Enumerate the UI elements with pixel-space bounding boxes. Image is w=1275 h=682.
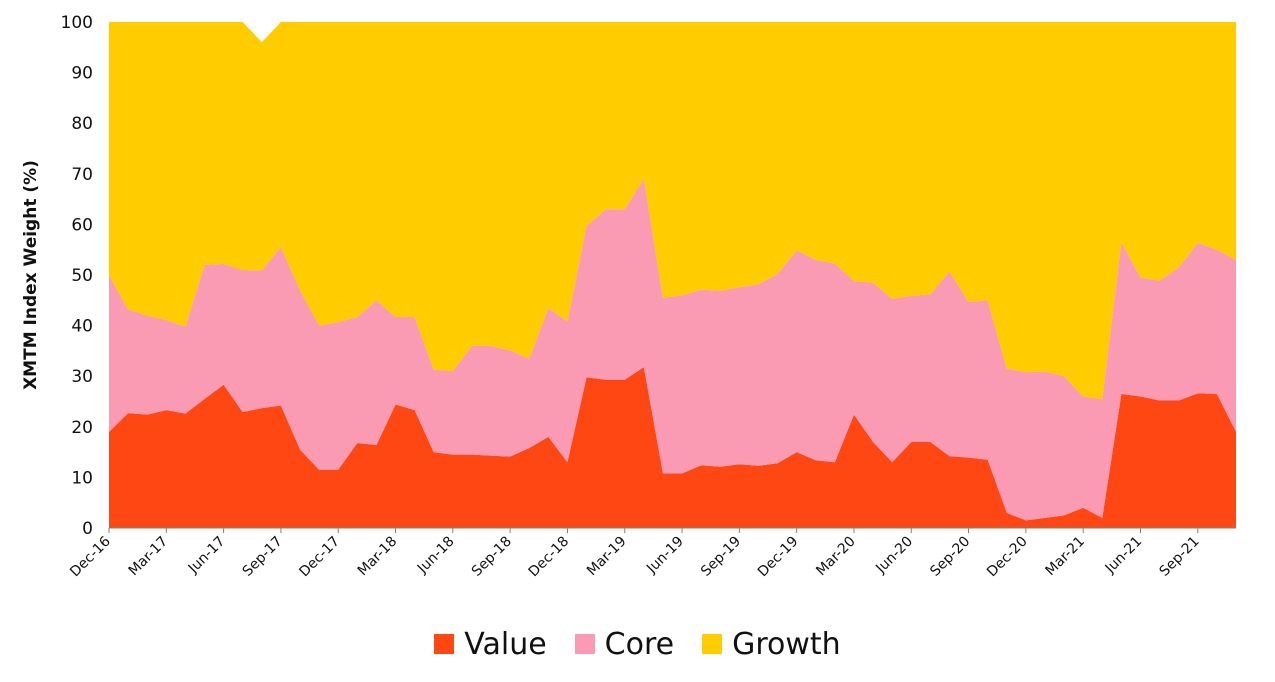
legend-swatch [574,634,595,654]
area-series-growth [109,22,1236,399]
x-tick-label: Mar-18 [355,534,401,580]
x-tick-label: Dec-17 [296,534,343,581]
x-tick-label: Mar-20 [813,534,859,580]
legend-label: Growth [732,626,841,662]
y-tick-label: 20 [71,418,93,438]
legend-swatch [702,634,723,654]
area-series-core [109,178,1236,521]
x-tick-label: Dec-19 [755,534,802,581]
y-tick-label: 60 [71,215,93,235]
y-axis-ticks: 0 10 20 30 40 50 60 70 80 90 100 [61,13,93,539]
x-tick-label: Mar-17 [126,534,172,580]
x-tick-label: Sep-20 [927,534,973,580]
x-tick-label: Jun-18 [414,534,458,578]
y-tick-label: 70 [71,165,93,185]
area-series-value [109,367,1236,528]
chart-legend: Value Core Growth [0,620,1275,668]
x-tick-label: Jun-21 [1102,534,1146,578]
y-tick-label: 90 [71,64,93,84]
legend-swatch [434,634,455,654]
x-tick-label: Sep-18 [469,534,515,580]
legend-label: Core [604,626,675,662]
y-tick-label: 10 [71,468,93,488]
stacked-area-chart: 0 10 20 30 40 50 60 70 80 90 100 Dec-16 Mar-17 Jun-1… [21,13,1236,581]
x-tick-label: Sep-17 [240,534,286,580]
x-tick-label: Dec-16 [67,533,114,580]
y-tick-label: 100 [61,13,93,33]
legend-label: Value [464,626,547,662]
x-tick-label: Sep-21 [1156,534,1202,580]
x-tick-label: Jun-20 [872,534,916,578]
x-tick-label: Mar-19 [584,534,630,580]
x-tick-label: Dec-18 [526,534,573,581]
y-tick-label: 0 [82,519,93,539]
x-tick-label: Dec-20 [984,534,1031,581]
y-axis-label: XMTM Index Weight (%) [21,160,41,390]
x-tick-label: Mar-21 [1042,534,1088,580]
x-axis-ticks: Dec-16 Mar-17 Jun-17 Sep-17 Dec-17 Mar-18 Jun-… [67,528,1203,581]
legend-item-value: Value [434,626,547,662]
legend-item-core: Core [574,626,675,662]
y-tick-label: 50 [71,266,93,286]
y-tick-label: 40 [71,317,93,337]
y-tick-label: 80 [71,114,93,134]
x-tick-label: Sep-19 [698,534,744,580]
y-tick-label: 30 [71,367,93,387]
x-tick-label: Jun-19 [643,534,687,578]
chart-areas [109,22,1236,528]
legend-item-growth: Growth [702,627,841,662]
x-tick-label: Jun-17 [185,534,229,578]
